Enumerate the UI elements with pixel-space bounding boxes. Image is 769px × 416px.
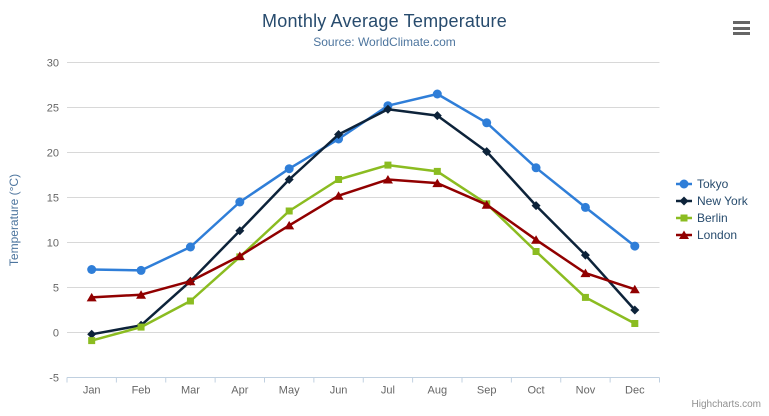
data-point-marker[interactable] [580,202,590,212]
legend-label: Tokyo [697,177,729,191]
y-tick-label: 15 [47,193,59,205]
legend-label: London [697,228,738,242]
y-tick-label: 0 [53,328,59,340]
data-point-marker[interactable] [531,201,541,211]
x-tick-label: Sep [477,385,497,397]
x-tick-label: Jan [83,385,101,397]
data-point-marker[interactable] [581,293,589,301]
data-point-marker[interactable] [235,226,245,236]
data-point-marker[interactable] [333,191,344,200]
data-point-marker[interactable] [432,111,442,121]
x-tick-label: Dec [625,385,645,397]
legend-label: New York [697,194,748,208]
data-point-marker[interactable] [334,130,344,139]
data-point-marker[interactable] [384,161,392,169]
chart-title: Monthly Average Temperature [262,11,507,31]
y-tick-label: 5 [53,283,59,295]
data-point-marker[interactable] [531,235,542,244]
data-point-marker[interactable] [284,175,294,184]
data-point-marker[interactable] [136,265,146,275]
data-point-marker[interactable] [235,197,245,207]
data-point-marker[interactable] [482,147,492,157]
data-point-marker[interactable] [481,200,492,209]
data-point-marker[interactable] [630,305,640,315]
legend-marker-icon [676,196,692,206]
series-line [90,163,637,342]
data-point-marker[interactable] [631,320,639,327]
data-point-marker[interactable] [285,207,293,215]
x-tick-label: May [279,385,300,397]
data-point-marker[interactable] [433,167,441,175]
data-point-marker[interactable] [532,248,540,255]
data-point-marker[interactable] [432,178,443,188]
data-point-marker[interactable] [88,337,96,345]
data-point-marker[interactable] [383,104,393,114]
data-point-marker[interactable] [580,250,590,260]
data-point-marker[interactable] [679,230,689,240]
series-new-york [87,104,640,339]
series-line [90,108,637,336]
series-tokyo [87,89,640,275]
data-point-marker[interactable] [284,220,295,230]
data-point-marker[interactable] [234,251,245,261]
data-point-marker[interactable] [630,241,640,251]
hamburger-icon [733,32,750,35]
data-point-marker[interactable] [284,164,294,174]
legend-marker-icon [676,230,692,240]
data-point-marker[interactable] [335,176,343,183]
y-tick-label: 30 [47,58,59,70]
data-point-marker[interactable] [185,242,195,252]
y-tick-label: -5 [49,373,59,385]
hamburger-icon [733,21,750,24]
data-point-marker[interactable] [679,196,689,206]
data-point-marker[interactable] [482,118,492,128]
legend-item-berlin[interactable]: Berlin [676,210,748,226]
y-tick-label: 10 [47,238,59,250]
data-point-marker[interactable] [186,297,194,305]
data-point-marker[interactable] [629,284,640,294]
export-menu-button[interactable] [733,21,750,35]
data-point-marker[interactable] [136,290,147,299]
x-tick-label: Aug [428,385,448,397]
x-tick-label: Feb [132,385,151,397]
hamburger-icon [733,26,750,30]
data-point-marker[interactable] [185,276,196,286]
x-tick-label: Apr [231,385,248,397]
data-point-marker[interactable] [680,214,688,222]
series-line [90,92,637,272]
data-point-marker[interactable] [86,292,97,302]
data-point-marker[interactable] [679,179,689,189]
data-point-marker[interactable] [382,175,393,184]
legend-item-new-york[interactable]: New York [676,193,748,209]
x-tick-label: Jul [381,385,395,397]
legend-item-tokyo[interactable]: Tokyo [676,176,748,192]
data-point-marker[interactable] [432,89,442,99]
x-tick-label: Mar [181,385,200,397]
data-point-marker[interactable] [531,163,541,173]
y-tick-label: 25 [47,103,59,115]
data-point-marker[interactable] [137,323,145,331]
chart-subtitle: Source: WorldClimate.com [313,35,456,49]
x-tick-label: Nov [576,385,596,397]
credits-link[interactable]: Highcharts.com [691,399,761,410]
y-tick-label: 20 [47,148,59,160]
data-point-marker[interactable] [87,329,97,339]
series-london [86,175,640,302]
data-point-marker[interactable] [580,268,591,278]
data-point-marker[interactable] [87,265,97,274]
legend-label: Berlin [697,211,728,225]
series-line [90,178,637,299]
legend-marker-icon [676,214,692,222]
legend: Tokyo New York Berlin London [676,176,748,243]
x-tick-label: Jun [330,385,348,397]
x-tick-label: Oct [528,385,545,397]
legend-item-london[interactable]: London [676,227,748,243]
legend-marker-icon [676,179,692,189]
